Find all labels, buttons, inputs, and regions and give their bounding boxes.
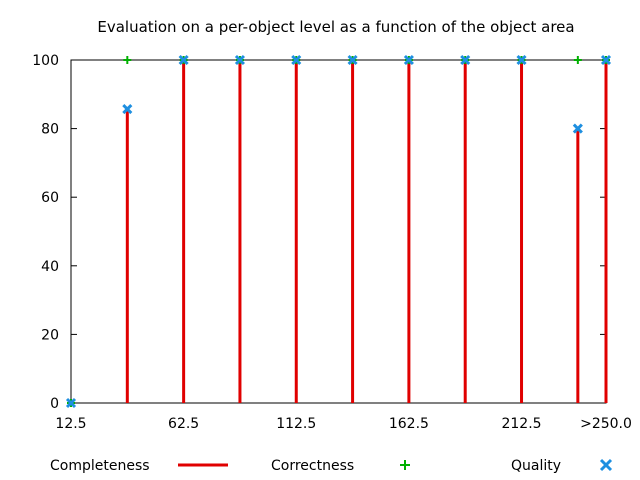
x-tick-label: 212.5 [501, 416, 541, 432]
legend-swatch-quality [599, 458, 613, 472]
quality-point [403, 54, 414, 66]
x-tick-label: >250.0 [580, 416, 632, 432]
quality-point [600, 54, 612, 66]
x-tick-label: 62.5 [168, 416, 199, 432]
x-tick-label: 162.5 [389, 416, 429, 432]
quality-point [178, 54, 189, 66]
legend-label-quality: Quality [511, 458, 561, 474]
correctness-series [67, 56, 610, 407]
correctness-point [123, 56, 132, 64]
quality-point [572, 123, 583, 134]
y-tick-label: 80 [41, 122, 59, 138]
y-tick-label: 60 [41, 190, 59, 206]
correctness-point [573, 56, 582, 64]
y-tick-label: 40 [41, 259, 59, 275]
quality-point [291, 54, 302, 66]
quality-series [65, 54, 612, 409]
legend-label-completeness: Completeness [50, 458, 150, 474]
quality-point [516, 54, 527, 66]
x-tick-label: 112.5 [276, 416, 316, 432]
legend-label-correctness: Correctness [271, 458, 354, 474]
quality-point [65, 397, 77, 409]
y-tick-label: 20 [41, 327, 59, 343]
legend: Completeness Correctness Quality [50, 458, 613, 474]
quality-point [347, 54, 358, 66]
y-tick-label: 0 [50, 396, 59, 412]
quality-point [122, 103, 133, 115]
chart-title: Evaluation on a per-object level as a fu… [97, 18, 574, 36]
legend-swatch-correctness [400, 460, 410, 470]
quality-point [234, 54, 246, 66]
plot-axes: 0 20 40 60 80 100 12.5 62.5 112.5 162.5 212.5 >250.… [32, 53, 632, 432]
quality-point [460, 54, 471, 66]
plot-border [70, 59, 607, 404]
x-tick-label: 12.5 [55, 416, 86, 432]
y-tick-label: 100 [32, 53, 59, 69]
completeness-series [125, 60, 608, 403]
